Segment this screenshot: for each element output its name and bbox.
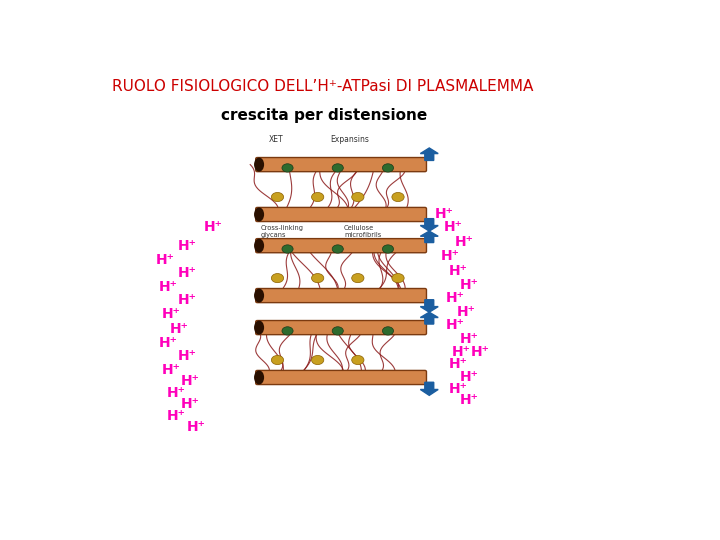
FancyBboxPatch shape (256, 239, 426, 253)
Text: H⁺: H⁺ (203, 220, 222, 234)
Ellipse shape (254, 239, 264, 253)
Text: H⁺: H⁺ (179, 293, 197, 307)
Text: H⁺: H⁺ (179, 239, 197, 253)
Text: H⁺: H⁺ (441, 249, 459, 263)
Text: XET: XET (269, 134, 283, 144)
Text: H⁺: H⁺ (454, 234, 473, 248)
FancyBboxPatch shape (256, 207, 426, 221)
Text: H⁺: H⁺ (167, 409, 186, 423)
Text: H⁺: H⁺ (179, 349, 197, 363)
Text: Cellulose
microfibrils: Cellulose microfibrils (344, 225, 381, 238)
Text: H⁺: H⁺ (460, 278, 479, 292)
FancyArrow shape (420, 300, 438, 312)
Text: H⁺: H⁺ (156, 253, 175, 267)
Text: H⁺: H⁺ (451, 345, 470, 359)
Text: H⁺: H⁺ (446, 318, 465, 332)
FancyArrow shape (420, 148, 438, 160)
Circle shape (332, 245, 343, 253)
Circle shape (392, 192, 404, 201)
FancyArrow shape (420, 312, 438, 324)
Ellipse shape (254, 288, 264, 302)
Text: H⁺: H⁺ (449, 382, 468, 396)
Text: H⁺: H⁺ (179, 266, 197, 280)
FancyBboxPatch shape (256, 321, 426, 335)
Ellipse shape (254, 321, 264, 335)
Text: H⁺: H⁺ (449, 357, 468, 371)
Text: H⁺: H⁺ (158, 336, 178, 350)
FancyBboxPatch shape (256, 158, 426, 172)
Text: H⁺: H⁺ (460, 370, 479, 383)
FancyArrow shape (420, 231, 438, 242)
Ellipse shape (254, 158, 264, 172)
Text: Cross-linking
glycans: Cross-linking glycans (260, 225, 303, 238)
Circle shape (351, 192, 364, 201)
FancyArrow shape (420, 219, 438, 231)
Text: H⁺: H⁺ (167, 386, 186, 400)
FancyBboxPatch shape (256, 288, 426, 302)
Circle shape (351, 355, 364, 364)
Text: H⁺: H⁺ (158, 280, 178, 294)
Circle shape (312, 355, 324, 364)
Circle shape (312, 192, 324, 201)
Circle shape (271, 355, 284, 364)
Text: H⁺: H⁺ (161, 307, 180, 321)
Text: H⁺: H⁺ (161, 363, 180, 377)
Text: H⁺: H⁺ (460, 332, 479, 346)
Text: H⁺: H⁺ (444, 220, 462, 234)
Circle shape (392, 274, 404, 282)
Circle shape (282, 164, 293, 172)
FancyArrow shape (420, 382, 438, 395)
Text: H⁺: H⁺ (471, 345, 490, 359)
Circle shape (282, 245, 293, 253)
Circle shape (332, 327, 343, 335)
Text: H⁺: H⁺ (181, 374, 200, 388)
Circle shape (312, 274, 324, 282)
Circle shape (271, 192, 284, 201)
Circle shape (351, 274, 364, 282)
Text: H⁺: H⁺ (170, 322, 189, 336)
Text: H⁺: H⁺ (449, 264, 468, 278)
Ellipse shape (254, 207, 264, 221)
Text: H⁺: H⁺ (186, 420, 205, 434)
Circle shape (382, 164, 394, 172)
FancyBboxPatch shape (256, 370, 426, 384)
Ellipse shape (254, 370, 264, 384)
Text: Expansins: Expansins (330, 134, 369, 144)
Circle shape (282, 327, 293, 335)
Text: H⁺: H⁺ (435, 207, 454, 221)
Circle shape (332, 164, 343, 172)
Text: H⁺: H⁺ (457, 305, 476, 319)
Text: H⁺: H⁺ (446, 291, 465, 305)
Text: crescita per distensione: crescita per distensione (221, 109, 428, 124)
Circle shape (382, 245, 394, 253)
Text: H⁺: H⁺ (460, 393, 479, 407)
Text: RUOLO FISIOLOGICO DELL’H⁺-ATPasi DI PLASMALEMMA: RUOLO FISIOLOGICO DELL’H⁺-ATPasi DI PLAS… (112, 79, 534, 94)
Circle shape (382, 327, 394, 335)
Circle shape (271, 274, 284, 282)
Text: H⁺: H⁺ (181, 397, 200, 411)
